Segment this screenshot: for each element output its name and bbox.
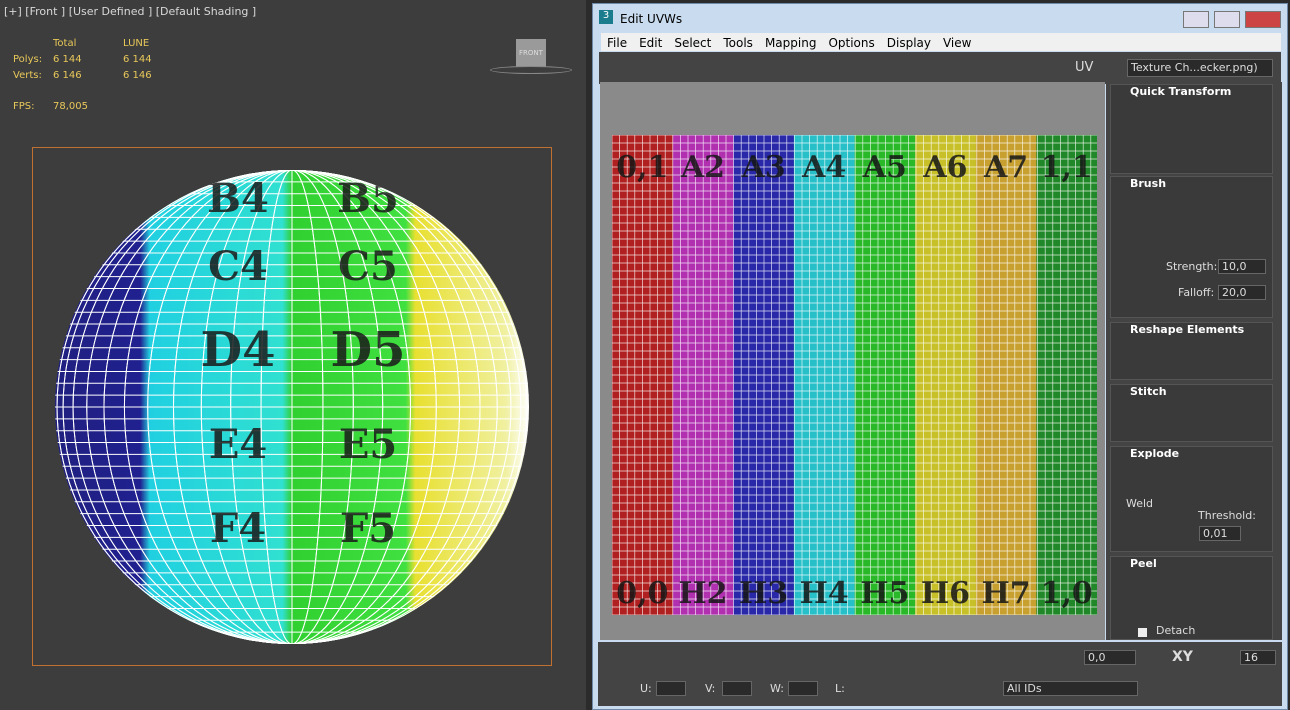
uv-label: 0,0 [616, 576, 668, 611]
uv-label: A7 [983, 150, 1028, 185]
viewcube-ring [490, 66, 572, 74]
texture-label: B5 [337, 175, 399, 222]
texture-dropdown[interactable]: Texture Ch...ecker.png) [1127, 59, 1273, 77]
threshold-label: Threshold: [1198, 509, 1256, 522]
stat-label: Verts: [13, 70, 42, 81]
stat-value: 6 146 [123, 70, 152, 81]
w-label: W: [770, 682, 784, 695]
texture-label: C4 [208, 243, 268, 290]
angle-field[interactable]: 0,0 [1084, 650, 1136, 665]
threshold-field[interactable]: 0,01 [1199, 526, 1241, 541]
menu-item[interactable]: Mapping [764, 36, 817, 50]
stat-header: LUNE [123, 38, 150, 49]
sphere-view: B4 B5 C4 C5 D4 D5 E4 E5 F4 F5 [55, 170, 529, 644]
uv-label: H5 [860, 576, 909, 611]
stat-header: Total [53, 38, 77, 49]
stat-label: Polys: [13, 54, 43, 65]
uv-toggle[interactable]: UV [1075, 60, 1094, 75]
uv-label: 1,0 [1041, 576, 1093, 611]
uv-label: 0,1 [616, 150, 668, 185]
texture-label: C5 [338, 243, 398, 290]
uv-label: H3 [739, 576, 788, 611]
stat-value: 6 146 [53, 70, 82, 81]
detach-label: Detach [1156, 624, 1196, 637]
panel-title: Quick Transform [1130, 85, 1232, 98]
strength-field[interactable]: 10,0 [1218, 259, 1266, 274]
v-field[interactable] [722, 681, 752, 696]
texture-label: F5 [340, 505, 396, 552]
menu-bar: File Edit Select Tools Mapping Options Display… [601, 33, 1281, 51]
uv-label: H4 [800, 576, 849, 611]
sphere-wire [55, 170, 529, 644]
uv-wire [612, 135, 1097, 615]
app-icon: 3 [599, 10, 613, 24]
uv-label: H2 [678, 576, 727, 611]
uv-labels: 0,1 A2 A3 A4 A5 A6 A7 1,1 0,0 H2 H3 H4 H5 H6 H7 1,0 [616, 150, 1093, 611]
uv-label: 1,1 [1041, 150, 1093, 185]
texture-label: D4 [200, 322, 275, 378]
u-label: U: [640, 682, 652, 695]
uv-label: A6 [922, 150, 967, 185]
brush-panel: Brush Strength: 10,0 Falloff: 20,0 [1110, 176, 1273, 318]
menu-item[interactable]: View [942, 36, 972, 50]
uv-label: H6 [921, 576, 970, 611]
sphere-texture-labels: B4 B5 C4 C5 D4 D5 E4 E5 F4 F5 [200, 175, 405, 552]
ids-dropdown[interactable]: All IDs [1003, 681, 1138, 696]
fps-label: FPS: [13, 101, 35, 112]
close[interactable] [1245, 11, 1281, 28]
menu-item[interactable]: File [607, 36, 628, 50]
viewport-label: [+] [Front ] [User Defined ] [Default Sh… [4, 5, 257, 18]
panel-title: Peel [1130, 557, 1157, 570]
toolbar: UV Texture Ch...ecker.png) [599, 52, 1281, 84]
bottom-toolbar: 0,0 XY 16 U: V: W: L: All IDs [598, 642, 1282, 706]
reshape-panel: Reshape Elements [1110, 322, 1273, 380]
minimize[interactable] [1183, 11, 1209, 28]
detach-checkbox[interactable] [1138, 628, 1147, 637]
fps-value: 78,005 [53, 101, 88, 112]
uv-map: 0,1 A2 A3 A4 A5 A6 A7 1,1 0,0 H2 H3 H4 H5 H6 H7 1,0 [612, 135, 1097, 615]
uv-label: H7 [981, 576, 1030, 611]
u-field[interactable] [656, 681, 686, 696]
texture-label: D5 [330, 322, 405, 378]
quick-transform-panel: Quick Transform [1110, 84, 1273, 174]
viewcube[interactable]: FRONT [516, 39, 546, 67]
uv-label: A4 [801, 150, 846, 185]
safe-frame [32, 147, 552, 666]
menu-item[interactable]: Options [828, 36, 875, 50]
falloff-field[interactable]: 20,0 [1218, 285, 1266, 300]
menu-item[interactable]: Select [674, 36, 712, 50]
plane-label[interactable]: XY [1172, 649, 1193, 665]
window-title: Edit UVWs [620, 12, 683, 26]
uv-label: A3 [740, 150, 785, 185]
strength-label: Strength: [1166, 260, 1218, 273]
stitch-panel: Stitch [1110, 384, 1273, 442]
menu-item[interactable]: Edit [639, 36, 663, 50]
w-field[interactable] [788, 681, 818, 696]
weld-label: Weld [1126, 497, 1154, 510]
count-field[interactable]: 16 [1240, 650, 1276, 665]
stat-value: 6 144 [123, 54, 152, 65]
panel-title: Explode [1130, 447, 1180, 460]
falloff-label: Falloff: [1178, 286, 1215, 299]
menu-item[interactable]: Display [886, 36, 931, 50]
explode-panel: Explode Weld Threshold: 0,01 [1110, 446, 1273, 552]
panel-title: Stitch [1130, 385, 1167, 398]
v-label: V: [705, 682, 716, 695]
uv-label: A5 [862, 150, 907, 185]
viewport: [+] [Front ] [User Defined ] [Default Sh… [0, 0, 586, 710]
panel-title: Reshape Elements [1130, 323, 1245, 336]
texture-label: F4 [210, 505, 266, 552]
panel-title: Brush [1130, 177, 1167, 190]
texture-label: E5 [339, 421, 397, 468]
stat-value: 6 144 [53, 54, 82, 65]
maximize[interactable] [1214, 11, 1240, 28]
l-label: L: [835, 682, 845, 695]
texture-label: B4 [207, 175, 269, 222]
uv-label: A2 [680, 150, 725, 185]
menu-item[interactable]: Tools [723, 36, 753, 50]
texture-label: E4 [209, 421, 267, 468]
peel-panel: Peel Detach [1110, 556, 1273, 640]
